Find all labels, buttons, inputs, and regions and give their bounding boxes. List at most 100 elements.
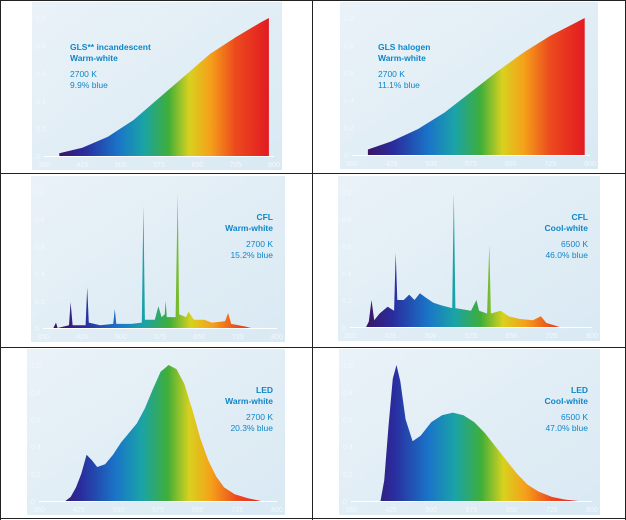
x-tick-label: 575	[152, 507, 164, 514]
x-tick-label: 725	[231, 507, 243, 514]
lamp-type-label: CFL	[571, 212, 588, 222]
x-tick-label: 425	[76, 334, 88, 341]
x-tick-label: 425	[73, 507, 85, 514]
lamp-type-label: Cool-white	[545, 223, 589, 233]
lamp-type-label: CFL	[256, 212, 273, 222]
y-tick-label: 0.6	[344, 71, 354, 78]
x-tick-label: 425	[385, 507, 397, 514]
y-tick-label: 0	[36, 154, 40, 161]
x-tick-label: 725	[546, 507, 558, 514]
y-tick-label: 1.0	[343, 363, 353, 370]
x-tick-label: 500	[115, 162, 127, 169]
y-tick-label: 1.0	[31, 363, 41, 370]
lamp-type-label: LED	[256, 385, 273, 395]
x-tick-label: 350	[346, 161, 358, 168]
y-tick-label: 0.8	[31, 390, 41, 397]
lamp-spec-label: 2700 K	[378, 69, 405, 79]
spectrum-chart-5: 0 0.2 0.4 0.6 0.8 1.0 350 425 500 575 650 725 800 LED…	[27, 349, 285, 515]
y-tick-label: 0	[31, 499, 35, 506]
spectrum-chart-2: 0 0.2 0.4 0.6 0.8 1.0 350 425 500 575 650 725 800 GLS…	[340, 2, 598, 169]
y-tick-label: 0	[35, 326, 39, 333]
x-tick-label: 500	[425, 333, 437, 340]
x-tick-label: 800	[271, 507, 283, 514]
spectrum-area	[65, 365, 262, 501]
x-tick-label: 350	[345, 507, 357, 514]
x-tick-label: 500	[425, 161, 437, 168]
x-tick-label: 350	[33, 507, 45, 514]
x-tick-label: 725	[230, 162, 242, 169]
x-tick-label: 725	[544, 161, 556, 168]
lamp-type-label: Warm-white	[225, 396, 273, 406]
x-tick-label: 800	[271, 334, 283, 341]
grid-divider-row2	[0, 347, 626, 348]
x-tick-label: 575	[153, 162, 165, 169]
chart-panel-5: 0 0.2 0.4 0.6 0.8 1.0 350 425 500 575 650 725 800 LED…	[27, 349, 285, 515]
lamp-type-label: LED	[571, 385, 588, 395]
lamp-type-label: Warm-white	[378, 53, 426, 63]
chart-panel-6: 0 0.2 0.4 0.6 0.8 1.0 350 425 500 575 650 725 800 LED…	[339, 349, 600, 515]
y-tick-label: 0.6	[35, 244, 45, 251]
y-tick-label: 0.2	[31, 472, 41, 479]
x-tick-label: 425	[384, 333, 396, 340]
lamp-spec-label: 47.0% blue	[545, 423, 588, 433]
lamp-spec-label: 2700 K	[246, 412, 273, 422]
x-tick-label: 575	[465, 333, 477, 340]
lamp-spec-label: 6500 K	[561, 412, 588, 422]
y-tick-label: 0.4	[342, 271, 352, 278]
grid-border-top	[0, 0, 626, 1]
grid-border-bottom	[0, 518, 626, 519]
x-tick-label: 575	[466, 507, 478, 514]
lamp-spec-label: 46.0% blue	[545, 250, 588, 260]
x-tick-label: 350	[344, 333, 356, 340]
y-tick-label: 0.8	[36, 44, 46, 51]
lamp-type-label: GLS halogen	[378, 42, 430, 52]
lamp-type-label: Warm-white	[225, 223, 273, 233]
lamp-spec-label: 6500 K	[561, 239, 588, 249]
x-tick-label: 800	[268, 162, 280, 169]
y-tick-label: 0.4	[344, 98, 354, 105]
spectrum-chart-1: 0 0.2 0.4 0.6 0.8 1.0 350 425 500 575 650 725 800 GLS…	[32, 2, 282, 170]
y-tick-label: 0.2	[343, 472, 353, 479]
lamp-spec-label: 2700 K	[246, 239, 273, 249]
grid-divider-row1	[0, 173, 626, 174]
y-tick-label: 0.2	[344, 126, 354, 133]
lamp-type-label: Warm-white	[70, 53, 118, 63]
chart-panel-2: 0 0.2 0.4 0.6 0.8 1.0 350 425 500 575 650 725 800 GLS…	[340, 2, 598, 169]
lamp-type-label: Cool-white	[545, 396, 589, 406]
spectrum-chart-6: 0 0.2 0.4 0.6 0.8 1.0 350 425 500 575 650 725 800 LED…	[339, 349, 600, 515]
x-tick-label: 425	[386, 161, 398, 168]
y-tick-label: 0.2	[36, 126, 46, 133]
y-tick-label: 0	[342, 325, 346, 332]
lamp-spec-label: 9.9% blue	[70, 80, 108, 90]
y-tick-label: 0.8	[343, 390, 353, 397]
y-tick-label: 0.2	[342, 298, 352, 305]
x-tick-label: 425	[76, 162, 88, 169]
y-tick-label: 0.4	[31, 445, 41, 452]
chart-panel-1: 0 0.2 0.4 0.6 0.8 1.0 350 425 500 575 650 725 800 GLS…	[32, 2, 282, 170]
x-tick-label: 350	[37, 334, 49, 341]
x-tick-label: 575	[465, 161, 477, 168]
x-tick-label: 500	[112, 507, 124, 514]
y-tick-label: 0.6	[31, 417, 41, 424]
x-tick-label: 650	[505, 333, 517, 340]
lamp-spec-label: 11.1% blue	[378, 80, 420, 90]
x-tick-label: 800	[586, 333, 598, 340]
spectrum-area	[367, 18, 585, 155]
lamp-spec-label: 15.2% blue	[230, 250, 273, 260]
x-tick-label: 500	[115, 334, 127, 341]
spectrum-chart-4: 0 0.2 0.4 0.6 0.8 1.0 350 425 500 575 650 725 800 CFL…	[338, 176, 600, 341]
x-tick-label: 650	[505, 161, 517, 168]
x-tick-label: 650	[192, 507, 204, 514]
y-tick-label: 1.0	[344, 16, 354, 23]
y-tick-label: 0	[344, 153, 348, 160]
x-tick-label: 800	[584, 161, 596, 168]
lamp-type-label: GLS** incandescent	[70, 42, 151, 52]
chart-panel-4: 0 0.2 0.4 0.6 0.8 1.0 350 425 500 575 650 725 800 CFL…	[338, 176, 600, 341]
y-tick-label: 0.6	[342, 244, 352, 251]
grid-border-left	[0, 0, 1, 520]
x-tick-label: 650	[506, 507, 518, 514]
spectrum-area	[350, 193, 560, 327]
x-tick-label: 500	[425, 507, 437, 514]
lamp-spec-label: 20.3% blue	[230, 423, 273, 433]
